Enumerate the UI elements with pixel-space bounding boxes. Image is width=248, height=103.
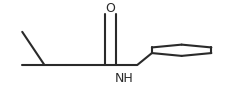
Text: O: O [106,2,116,15]
Text: NH: NH [115,72,133,85]
